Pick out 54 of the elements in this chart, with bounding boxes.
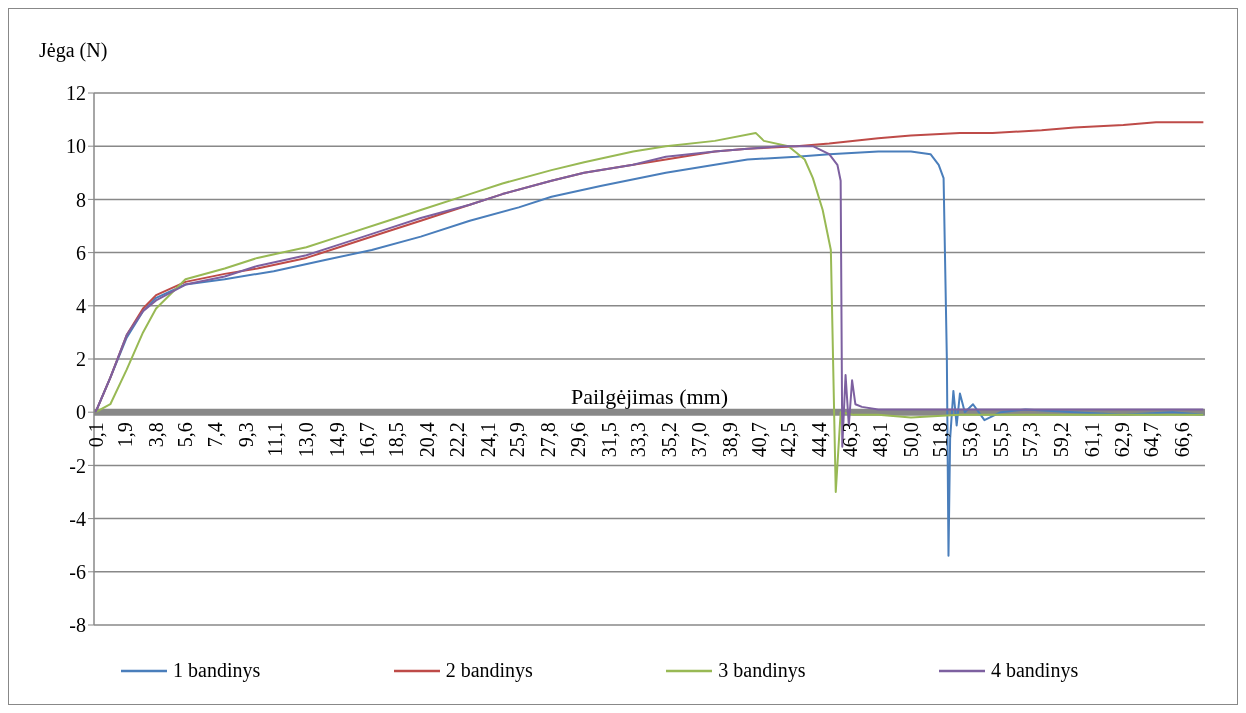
x-tick-label: 51,8 xyxy=(929,422,952,458)
x-tick-label: 48,1 xyxy=(868,422,891,458)
x-tick-label: 5,6 xyxy=(174,422,197,448)
x-tick-label: 55,5 xyxy=(989,422,1012,458)
y-tick-label: -4 xyxy=(69,507,86,530)
legend-label: 4 bandinys xyxy=(990,659,1079,682)
y-tick-label: -8 xyxy=(69,614,86,637)
x-tick-label: 37,0 xyxy=(687,422,710,458)
y-tick-label: 8 xyxy=(76,188,86,211)
x-tick-label: 22,2 xyxy=(445,422,468,458)
y-tick-label: 2 xyxy=(76,348,86,371)
y-axis-title: Jėga (N) xyxy=(39,39,108,62)
x-tick-label: 57,3 xyxy=(1019,422,1042,458)
x-tick-label: 11,1 xyxy=(264,422,287,457)
y-tick-label: -2 xyxy=(69,454,86,477)
x-tick-label: 38,9 xyxy=(718,422,741,458)
y-tick-label: 4 xyxy=(76,294,86,317)
x-tick-label: 3,8 xyxy=(145,422,168,448)
x-tick-label: 25,9 xyxy=(506,422,529,458)
x-tick-label: 1,9 xyxy=(114,422,137,448)
x-tick-label: 64,7 xyxy=(1140,422,1163,458)
x-tick-label: 7,4 xyxy=(203,422,226,448)
x-tick-label: 13,0 xyxy=(295,422,318,458)
x-tick-label: 29,6 xyxy=(566,422,589,458)
x-tick-label: 44,4 xyxy=(808,422,831,458)
legend-label: 2 bandinys xyxy=(445,659,533,682)
x-tick-label: 61,1 xyxy=(1081,422,1104,458)
x-tick-label: 40,7 xyxy=(747,422,770,458)
y-tick-label: 10 xyxy=(66,135,86,158)
x-tick-label: 18,5 xyxy=(385,422,408,458)
x-tick-label: 33,3 xyxy=(627,422,650,458)
x-tick-label: 66,6 xyxy=(1171,422,1194,458)
x-tick-label: 62,9 xyxy=(1110,422,1133,458)
x-tick-label: 59,2 xyxy=(1050,422,1073,458)
x-axis-title: Pailgėjimas (mm) xyxy=(570,384,729,410)
x-tick-label: 53,6 xyxy=(958,422,981,458)
x-tick-label: 24,1 xyxy=(476,422,499,458)
x-tick-label: 20,4 xyxy=(416,422,439,458)
x-tick-label: 27,8 xyxy=(537,422,560,458)
x-tick-label: 14,9 xyxy=(326,422,349,458)
y-tick-label: -6 xyxy=(69,560,86,583)
x-tick-label: 42,5 xyxy=(777,422,800,458)
x-tick-label: 46,3 xyxy=(839,422,862,458)
x-tick-label: 35,2 xyxy=(658,422,681,458)
y-tick-label: 12 xyxy=(66,82,86,105)
y-tick-label: 6 xyxy=(76,241,86,264)
x-tick-label: 9,3 xyxy=(234,422,257,448)
x-tick-label: 16,7 xyxy=(355,422,378,458)
legend-label: 1 bandinys xyxy=(173,659,261,682)
x-tick-label: 0,1 xyxy=(84,422,107,448)
x-tick-label: 31,5 xyxy=(597,422,620,458)
x-tick-label: 50,0 xyxy=(899,422,922,458)
y-tick-label: 0 xyxy=(76,401,86,424)
legend-label: 3 bandinys xyxy=(718,659,806,682)
